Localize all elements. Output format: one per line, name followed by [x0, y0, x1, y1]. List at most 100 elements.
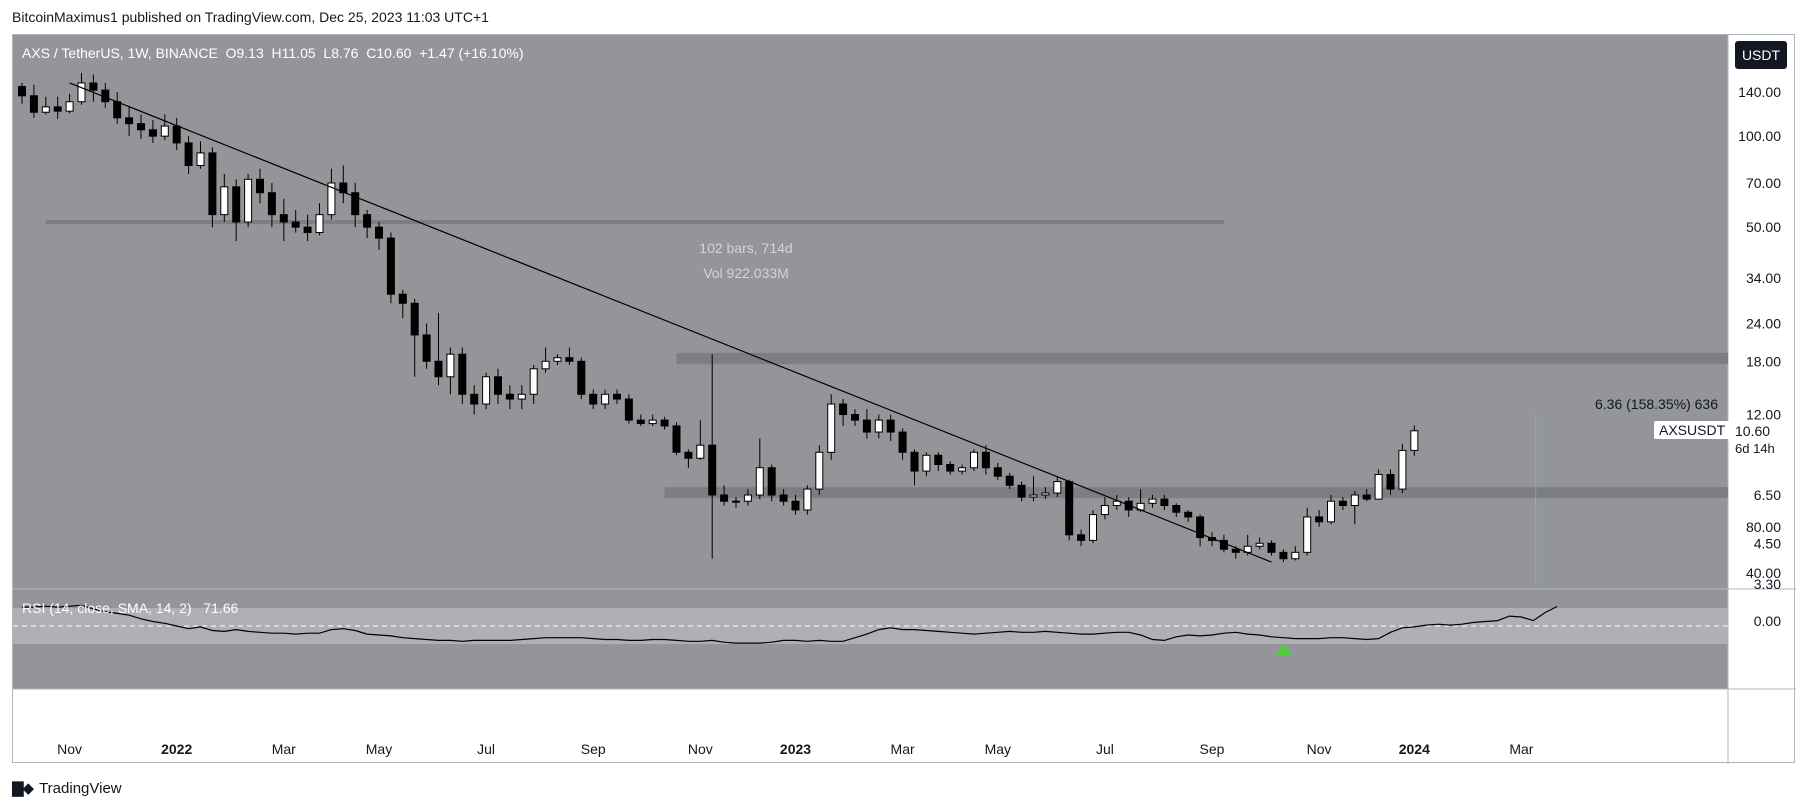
time-axis-label: Nov	[57, 741, 82, 757]
time-axis-label: Mar	[272, 741, 296, 757]
candle-down	[351, 192, 360, 216]
candle-up	[1303, 516, 1312, 553]
symbol-price-tag: AXSUSDT	[1654, 421, 1731, 439]
high-value: 11.05	[281, 45, 316, 61]
price-axis-label: 34.00	[1746, 270, 1781, 286]
candle-up	[41, 106, 50, 113]
low-value: 8.76	[331, 45, 359, 61]
candle-down	[839, 403, 848, 416]
price-range-label: 6.36 (158.35%) 636	[1595, 396, 1718, 412]
time-axis-label: May	[985, 741, 1011, 757]
price-axis-label: 24.00	[1746, 316, 1781, 332]
breakout-arrow-icon	[1275, 643, 1292, 655]
candle-down	[398, 293, 407, 304]
candle-up	[1291, 551, 1300, 560]
candle-down	[113, 101, 122, 119]
rsi-legend: RSI (14, close, SMA, 14, 2) 71.66	[22, 600, 238, 616]
time-axis-label: Sep	[1200, 741, 1225, 757]
candle-down	[29, 95, 38, 113]
zone-resistance	[676, 352, 1728, 365]
rsi-label: RSI (14, close, SMA, 14, 2)	[22, 600, 192, 616]
candle-down	[993, 467, 1002, 477]
candle-down	[89, 82, 98, 91]
candle-down	[672, 425, 681, 453]
candle-up	[1255, 542, 1264, 547]
candle-up	[1112, 500, 1121, 507]
footer-brand-name: TradingView	[39, 779, 122, 797]
price-axis-label: 12.00	[1746, 407, 1781, 423]
candle-down	[279, 214, 288, 223]
candle-down	[1315, 516, 1324, 523]
candle-down	[577, 360, 586, 395]
candle-up	[65, 101, 74, 112]
currency-button[interactable]: USDT	[1734, 40, 1788, 70]
price-axis-label: 3.30	[1754, 576, 1781, 592]
candle-up	[1100, 505, 1109, 516]
candle-down	[148, 129, 157, 137]
candle-up	[648, 419, 657, 425]
candle-up	[755, 467, 764, 496]
candle-down	[303, 226, 312, 234]
candle-down	[1386, 473, 1395, 490]
candle-down	[339, 182, 348, 194]
candle-down	[291, 221, 300, 228]
candle-down	[660, 419, 669, 427]
candle-down	[232, 186, 241, 223]
time-axis-label: May	[366, 741, 392, 757]
candle-down	[1160, 498, 1169, 507]
candle-down	[458, 353, 467, 395]
rsi-value: 71.66	[203, 600, 239, 616]
time-axis-label: Nov	[688, 741, 713, 757]
candle-up	[327, 182, 336, 216]
candle-down	[1077, 534, 1086, 541]
rsi-axis-label: 40.00	[1746, 565, 1781, 581]
candle-down	[886, 419, 895, 433]
close-label: C	[366, 45, 377, 61]
footer-branding[interactable]: ▇◆ TradingView	[12, 779, 122, 798]
candle-up	[244, 178, 253, 223]
candle-down	[18, 85, 26, 97]
close-value: 10.60	[376, 45, 412, 61]
zone-support	[664, 487, 1728, 499]
rsi-axis-label: 80.00	[1746, 519, 1781, 535]
candle-down	[910, 451, 919, 472]
candle-down	[1279, 551, 1288, 560]
candle-down	[565, 357, 574, 362]
candle-down	[267, 192, 276, 216]
candle-down	[636, 419, 645, 425]
candle-down	[422, 334, 431, 362]
price-axis-label: 50.00	[1746, 219, 1781, 235]
candle-up	[77, 82, 86, 103]
candle-down	[1196, 516, 1205, 539]
candle-up	[1374, 473, 1383, 500]
last-price-value: 10.60	[1735, 423, 1771, 439]
price-axis-label: 70.00	[1746, 175, 1781, 191]
candle-up	[517, 393, 526, 400]
high-label: H	[271, 45, 282, 61]
candle-up	[958, 467, 967, 472]
candle-down	[1172, 505, 1181, 513]
candle-down	[934, 454, 943, 466]
chart-canvas[interactable]: 140.00 100.00 70.00 50.00 34.00 24.00 18.00 12.…	[13, 35, 1796, 764]
time-axis-label: 2023	[780, 741, 811, 757]
candle-up	[315, 214, 324, 234]
candle-down	[434, 360, 443, 378]
candle-down	[505, 393, 514, 400]
candle-up	[160, 125, 169, 137]
candle-down	[386, 237, 395, 295]
candle-up	[874, 419, 883, 433]
candle-down	[208, 152, 217, 216]
candle-down	[410, 302, 419, 336]
price-axis-label: 18.00	[1746, 353, 1781, 369]
candle-down	[589, 393, 598, 405]
candle-up	[1029, 494, 1038, 498]
candle-up	[482, 376, 491, 405]
time-axis-label: Mar	[1509, 741, 1533, 757]
candle-down	[708, 444, 717, 496]
time-axis-label: 2024	[1399, 741, 1430, 757]
candle-down	[470, 393, 479, 405]
candle-down	[862, 419, 871, 433]
open-label: O	[225, 45, 237, 61]
measure-bars-label: 102 bars, 714d	[699, 240, 793, 256]
chart-frame[interactable]: 140.00 100.00 70.00 50.00 34.00 24.00 18.00 12.…	[12, 34, 1796, 764]
